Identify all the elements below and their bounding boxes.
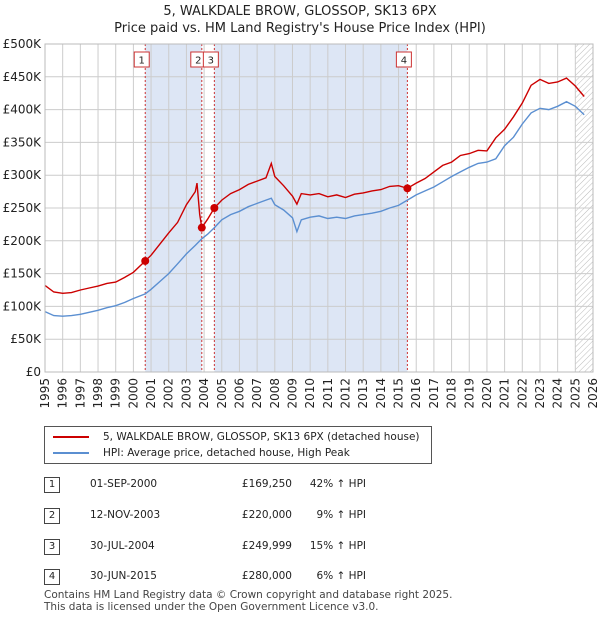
y-tick-label: £450K [3,70,43,84]
y-tick-label: £200K [3,234,43,248]
y-tick-label: £150K [3,267,43,281]
x-tick-label: 2023 [533,378,547,409]
transaction-date: 30-JUN-2015 [90,570,157,582]
x-tick-label: 2005 [215,378,229,409]
legend-swatch-hpi [53,452,89,454]
transaction-hpi-diff: 9% ↑ HPI [316,509,366,521]
x-tick-label: 2018 [445,378,459,409]
x-tick-label: 2024 [551,378,565,409]
sale-label: 2 [195,56,201,67]
chart-title: 5, WALKDALE BROW, GLOSSOP, SK13 6PX [163,4,437,19]
y-tick-label: £400K [3,103,43,117]
sale-point [197,223,206,232]
x-tick-label: 2004 [197,378,211,409]
sale-label: 1 [139,56,145,67]
table-row: 3 30-JUL-2004 £249,999 15% ↑ HPI [44,538,564,558]
transaction-date: 01-SEP-2000 [90,478,158,490]
transaction-date: 30-JUL-2004 [90,540,155,552]
y-tick-label: £250K [3,201,43,215]
x-tick-label: 2026 [586,378,600,409]
x-tick-label: 2011 [321,378,335,409]
sale-point [403,184,412,193]
x-tick-label: 1996 [56,378,70,409]
y-tick-label: £100K [3,299,43,313]
sale-label: 4 [401,56,407,67]
x-tick-label: 2003 [179,378,193,409]
sale-label: 3 [208,56,214,67]
y-tick-label: £300K [3,168,43,182]
x-tick-label: 2016 [409,378,423,409]
sale-label-box [202,51,219,68]
transaction-hpi-diff: 6% ↑ HPI [316,570,366,582]
transaction-hpi-diff: 15% ↑ HPI [309,540,366,552]
legend-label-hpi: HPI: Average price, detached house, High… [103,447,350,459]
x-tick-label: 2008 [268,378,282,409]
x-tick-label: 2010 [303,378,317,409]
y-tick-label: £50K [10,332,42,346]
x-tick-label: 2025 [568,378,582,409]
table-row: 2 12-NOV-2003 £220,000 9% ↑ HPI [44,507,564,527]
legend-item-property: 5, WALKDALE BROW, GLOSSOP, SK13 6PX (det… [53,429,420,445]
x-tick-label: 2007 [250,378,264,409]
y-tick-label: £500K [3,37,43,51]
x-tick-label: 2000 [126,378,140,409]
sale-point [141,256,150,265]
y-tick-label: £0 [26,365,41,379]
x-tick-label: 1999 [109,378,123,409]
x-tick-label: 2020 [480,378,494,409]
sale-label-box [133,51,150,68]
x-tick-label: 2022 [515,378,529,409]
transaction-number: 2 [44,508,60,524]
x-tick-label: 2009 [285,378,299,409]
x-tick-label: 2002 [162,378,176,409]
sale-point [210,204,219,213]
x-tick-label: 2001 [144,378,158,409]
x-tick-label: 2006 [232,378,246,409]
x-tick-label: 1998 [91,378,105,409]
transaction-price: £220,000 [241,509,292,521]
legend-item-hpi: HPI: Average price, detached house, High… [53,445,350,461]
transaction-price: £169,250 [241,478,292,490]
x-tick-label: 2013 [356,378,370,409]
transaction-number: 3 [44,539,60,555]
hpi-line [44,100,585,317]
transaction-date: 12-NOV-2003 [90,509,161,521]
transaction-number: 1 [44,477,60,493]
y-tick-label: £350K [3,135,43,149]
legend: 5, WALKDALE BROW, GLOSSOP, SK13 6PX (det… [44,426,432,464]
chart-subtitle: Price paid vs. HM Land Registry's House … [114,21,486,36]
legend-label-property: 5, WALKDALE BROW, GLOSSOP, SK13 6PX (det… [103,431,420,443]
x-tick-label: 2012 [339,378,353,409]
x-tick-label: 1997 [73,378,87,409]
table-row: 4 30-JUN-2015 £280,000 6% ↑ HPI [44,568,564,588]
x-tick-label: 2017 [427,378,441,409]
plot-border [44,43,594,373]
table-row: 1 01-SEP-2000 £169,250 42% ↑ HPI [44,476,564,496]
x-tick-label: 2014 [374,378,388,409]
sale-label-box [395,51,412,68]
x-tick-label: 2021 [498,378,512,409]
price-chart: £0 £50K £100K £150K £200K £250K £300K £350K £400… [3,37,600,409]
transaction-price: £280,000 [241,570,292,582]
x-tick-label: 1995 [38,378,52,409]
footer-license: This data is licensed under the Open Gov… [44,600,379,613]
transaction-number: 4 [44,569,60,585]
footer-copyright: Contains HM Land Registry data © Crown c… [44,589,453,601]
x-tick-label: 2019 [462,378,476,409]
x-tick-label: 2015 [392,378,406,409]
transaction-hpi-diff: 42% ↑ HPI [309,478,366,490]
transaction-price: £249,999 [241,540,292,552]
footer: Contains HM Land Registry data © Crown c… [44,589,453,613]
legend-swatch-property [53,436,89,438]
